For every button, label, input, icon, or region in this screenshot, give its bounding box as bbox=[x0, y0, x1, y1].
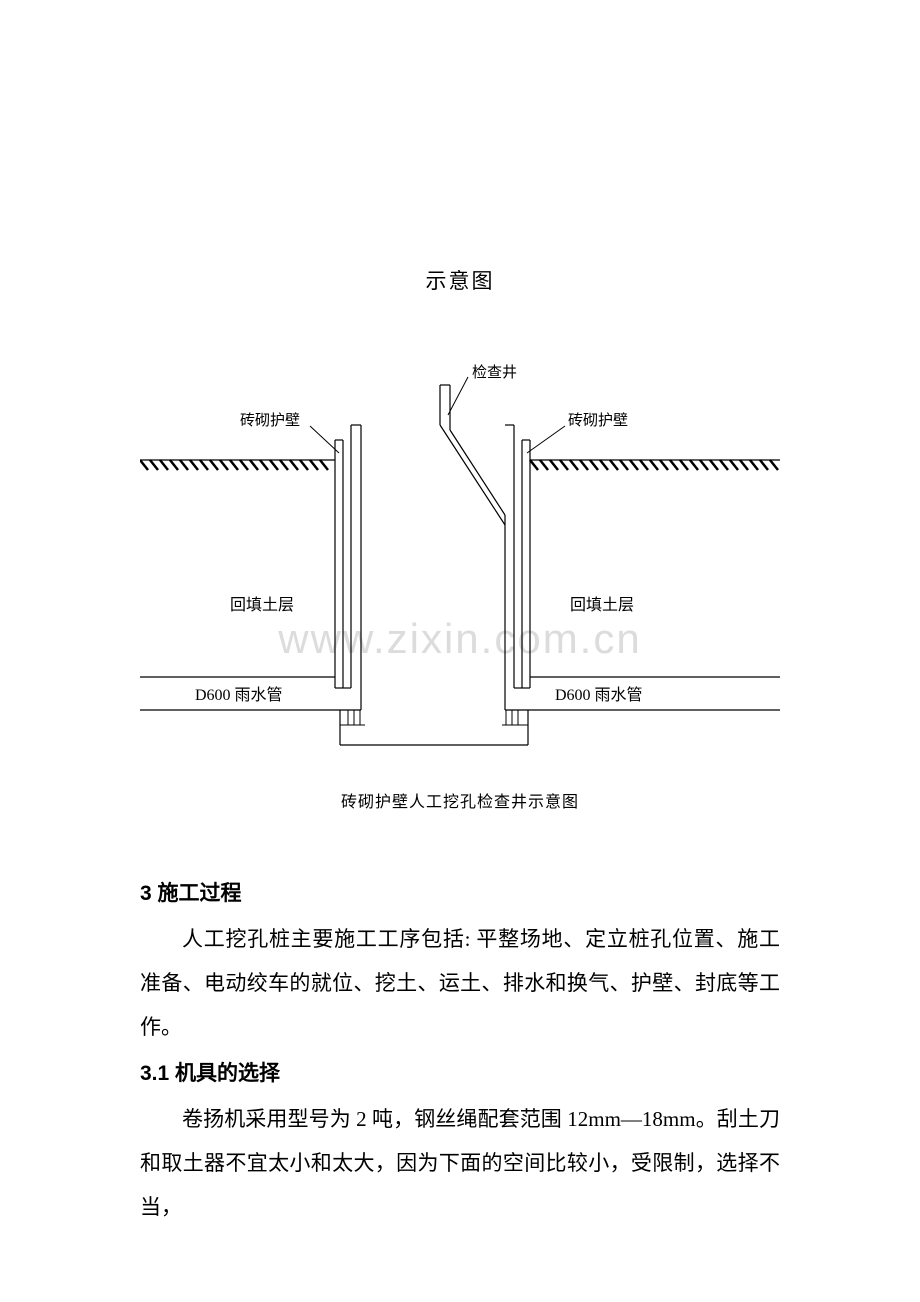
label-pipe-left: D600 雨水管 bbox=[195, 686, 283, 704]
ground-hatch-right bbox=[530, 460, 780, 470]
section-3-para: 人工挖孔桩主要施工工序包括: 平整场地、定立桩孔位置、施工准备、电动绞车的就位、… bbox=[140, 927, 780, 1039]
ground-hatch-left bbox=[140, 460, 335, 470]
page-title: 示意图 bbox=[0, 265, 920, 295]
label-backfill-left: 回填土层 bbox=[230, 596, 294, 614]
left-wall bbox=[335, 425, 361, 710]
diagram: 检查井 砖砌护壁 砖砌护壁 回填土层 回填土层 D600 雨水管 D600 雨水… bbox=[140, 355, 780, 750]
section-31-heading: 3.1 机具的选择 bbox=[140, 1052, 780, 1096]
right-wall bbox=[440, 385, 530, 710]
well-base bbox=[335, 710, 530, 745]
label-backfill-right: 回填土层 bbox=[570, 596, 634, 614]
diagram-caption: 砖砌护壁人工挖孔检查井示意图 bbox=[0, 788, 920, 812]
label-brick-right: 砖砌护壁 bbox=[568, 412, 628, 429]
diagram-svg: 检查井 砖砌护壁 砖砌护壁 回填土层 回填土层 D600 雨水管 D600 雨水… bbox=[140, 355, 780, 750]
label-inspection-well: 检查井 bbox=[472, 364, 517, 381]
section-31-para: 卷扬机采用型号为 2 吨，钢丝绳配套范围 12mm—18mm。刮土刀和取土器不宜… bbox=[140, 1107, 780, 1219]
section-3-heading: 3 施工过程 bbox=[140, 872, 780, 916]
leaders bbox=[310, 377, 565, 453]
label-brick-left: 砖砌护壁 bbox=[240, 412, 300, 429]
pipe-right bbox=[514, 677, 780, 710]
label-pipe-right: D600 雨水管 bbox=[555, 686, 643, 704]
